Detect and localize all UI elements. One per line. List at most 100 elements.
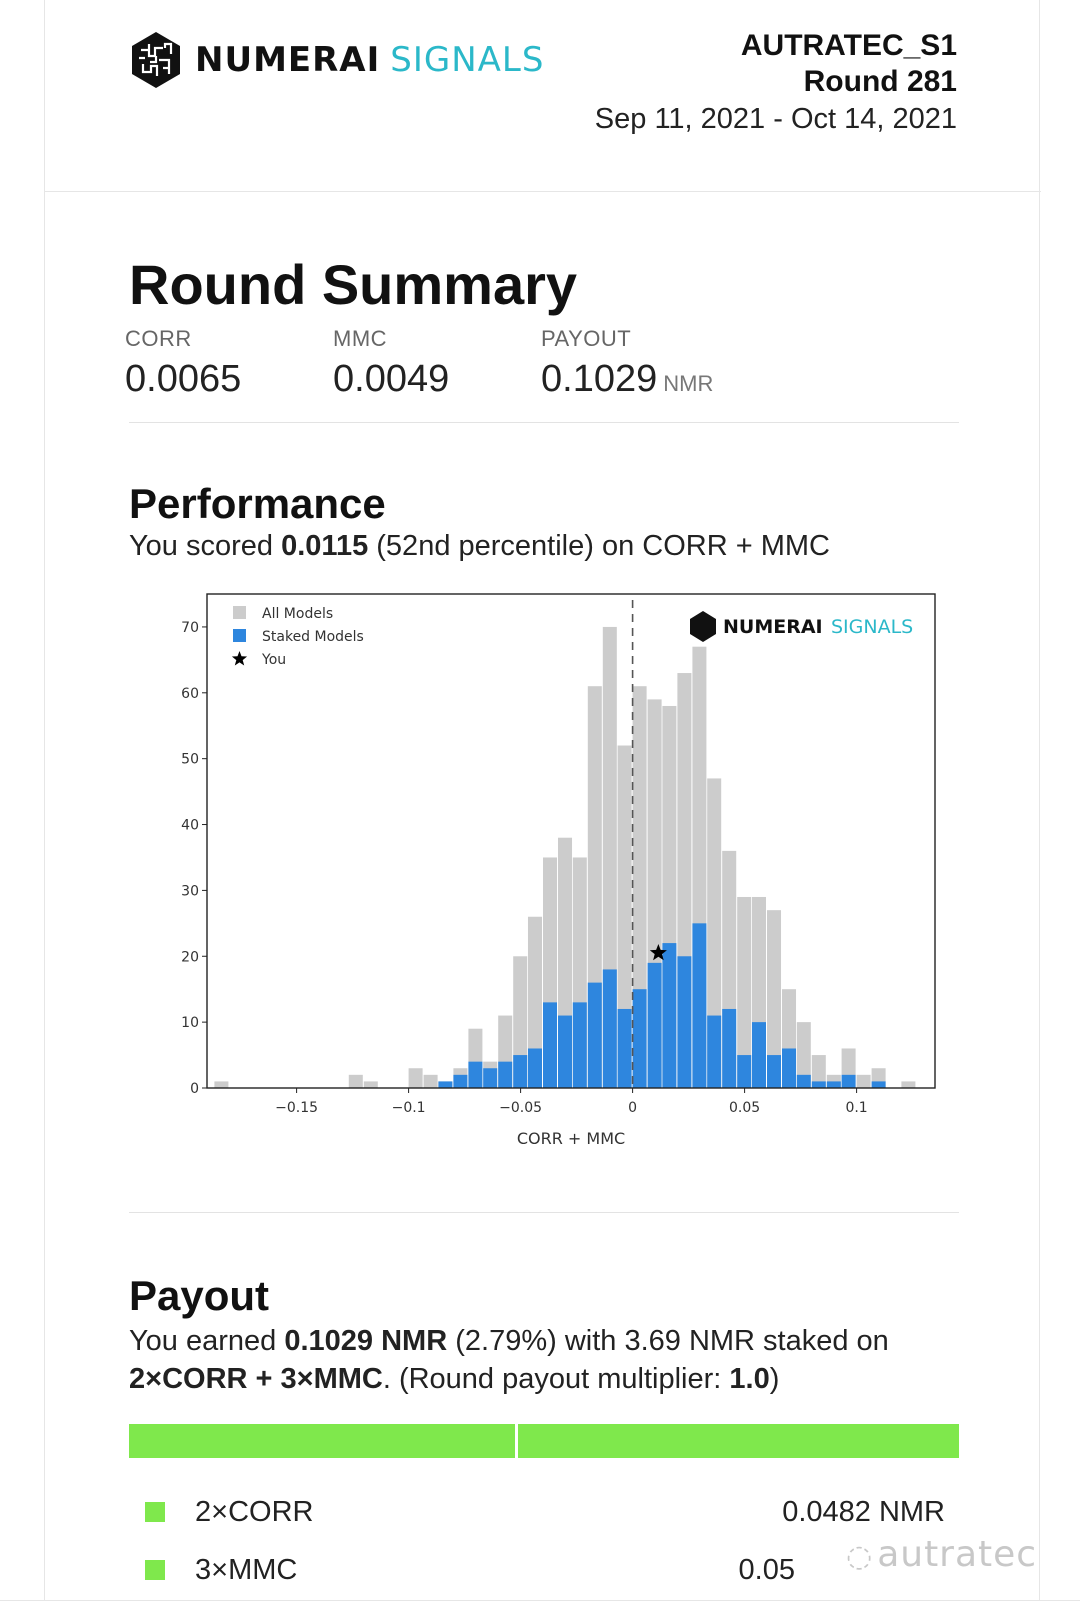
bar-staked-models xyxy=(841,1074,856,1088)
bar-staked-models xyxy=(587,982,602,1088)
payout-text-mid: (2.79%) with 3.69 NMR staked on xyxy=(447,1325,889,1357)
bar-all-models xyxy=(901,1081,916,1088)
bar-staked-models xyxy=(782,1048,797,1088)
bar-all-models xyxy=(632,686,647,1088)
payout-multiplier: 1.0 xyxy=(729,1363,770,1395)
y-tick-label: 40 xyxy=(181,818,199,834)
payout-amount: 0.1029 NMR xyxy=(284,1325,448,1357)
bar-staked-models xyxy=(737,1055,752,1088)
stat-unit: NMR xyxy=(663,371,714,396)
x-tick-label: 0 xyxy=(628,1100,637,1116)
bar-all-models xyxy=(796,1022,811,1088)
bar-staked-models xyxy=(602,969,617,1088)
y-tick-label: 0 xyxy=(190,1081,199,1097)
bar-all-models xyxy=(856,1074,871,1088)
bar-all-models xyxy=(363,1081,378,1088)
y-tick-label: 60 xyxy=(181,686,199,702)
logo-word-numerai: NUMERAI xyxy=(195,40,381,80)
bar-staked-models xyxy=(513,1055,528,1088)
stat-payout: PAYOUT 0.1029 NMR xyxy=(541,326,713,401)
bar-all-models xyxy=(527,916,542,1088)
bar-staked-models xyxy=(677,956,692,1088)
bar-staked-models xyxy=(543,1002,558,1088)
payout-breakdown-bar xyxy=(129,1424,959,1458)
bar-staked-models xyxy=(826,1081,841,1088)
x-tick-label: 0.05 xyxy=(729,1100,760,1116)
x-axis-label: CORR + MMC xyxy=(517,1129,625,1148)
payout-bar-mmc xyxy=(517,1424,959,1458)
watermark-word-numerai: NUMERAI xyxy=(723,616,823,638)
legend-swatch-staked-models xyxy=(233,629,246,642)
bar-staked-models xyxy=(692,923,707,1088)
legend-swatch-all-models xyxy=(233,606,246,619)
payout-bar-corr xyxy=(129,1424,515,1458)
legend-label: Staked Models xyxy=(262,629,364,645)
bar-staked-models xyxy=(558,1015,573,1088)
payout-text-pre: You earned xyxy=(129,1325,285,1357)
bar-all-models xyxy=(423,1074,438,1088)
bar-all-models xyxy=(707,778,722,1088)
bar-staked-models xyxy=(796,1074,811,1088)
bar-staked-models xyxy=(751,1022,766,1088)
performance-score: 0.0115 xyxy=(281,530,369,562)
bar-staked-models xyxy=(647,962,662,1088)
bar-staked-models xyxy=(498,1061,513,1088)
watermark-cube-icon xyxy=(690,611,716,642)
you-star-marker xyxy=(649,944,667,961)
x-tick-label: −0.1 xyxy=(392,1100,426,1116)
section-title-performance: Performance xyxy=(129,480,386,527)
divider xyxy=(129,1212,959,1213)
performance-text-pre: You scored xyxy=(129,530,282,562)
bar-staked-models xyxy=(811,1081,826,1088)
stat-mmc: MMC 0.0049 xyxy=(333,326,449,401)
payout-item-amount: 0.05 xyxy=(738,1553,795,1586)
y-tick-label: 20 xyxy=(181,949,199,965)
bar-staked-models xyxy=(662,943,677,1088)
payout-text-multiplier-label: . (Round payout multiplier: xyxy=(382,1363,730,1395)
x-tick-label: −0.15 xyxy=(275,1100,318,1116)
round-summary-card: NUMERAI SIGNALS AUTRATEC_S1 Round 281 Sep… xyxy=(44,0,1041,1600)
bar-all-models xyxy=(214,1081,229,1088)
bar-all-models xyxy=(348,1074,363,1088)
y-tick-label: 30 xyxy=(181,883,199,899)
legend-swatch xyxy=(145,1502,165,1522)
bar-staked-models xyxy=(617,1008,632,1088)
payout-item-mmc: 3×MMC 0.05 xyxy=(145,1550,945,1590)
stat-value: 0.0065 xyxy=(125,358,242,400)
bar-all-models xyxy=(513,956,528,1088)
payout-summary: You earned 0.1029 NMR (2.79%) with 3.69 … xyxy=(129,1322,979,1398)
bar-staked-models xyxy=(438,1081,453,1088)
stat-label: CORR xyxy=(125,326,192,351)
bar-staked-models xyxy=(527,1048,542,1088)
payout-item-amount: 0.0482 NMR xyxy=(782,1495,945,1528)
logo-word-signals: SIGNALS xyxy=(390,40,545,80)
bar-all-models xyxy=(811,1055,826,1088)
section-title-round-summary: Round Summary xyxy=(129,253,578,316)
y-tick-label: 70 xyxy=(181,620,199,636)
bar-staked-models xyxy=(483,1068,498,1088)
numerai-signals-logo: NUMERAI SIGNALS xyxy=(129,30,544,90)
bar-all-models xyxy=(737,896,752,1088)
payout-formula: 2×CORR + 3×MMC xyxy=(129,1363,383,1395)
watermark-word-signals: SIGNALS xyxy=(831,616,913,638)
legend-label: All Models xyxy=(262,606,333,622)
divider xyxy=(129,422,959,423)
stat-label: MMC xyxy=(333,326,388,351)
bar-staked-models xyxy=(572,1002,587,1088)
performance-summary: You scored 0.0115 (52nd percentile) on C… xyxy=(129,530,830,563)
y-tick-label: 50 xyxy=(181,752,199,768)
payout-item-corr: 2×CORR 0.0482 NMR xyxy=(145,1492,945,1532)
y-tick-label: 10 xyxy=(181,1015,199,1031)
bar-staked-models xyxy=(468,1061,483,1088)
payout-item-name: 2×CORR xyxy=(195,1495,314,1528)
x-tick-label: −0.05 xyxy=(499,1100,542,1116)
chat-bubble-icon: ◌ xyxy=(846,1539,874,1574)
payout-text-post: ) xyxy=(769,1363,780,1395)
payout-item-name: 3×MMC xyxy=(195,1553,298,1586)
legend-label: You xyxy=(261,652,286,668)
performance-histogram: 0 10 20 30 40 50 60 70 −0.15 −0.1 −0.05 0 0.05 0.1 COR… xyxy=(181,593,936,1148)
watermark: ◌ autratec xyxy=(846,1534,1037,1575)
performance-text-post: (52nd percentile) on CORR + MMC xyxy=(368,530,830,562)
numerai-cube-icon xyxy=(132,32,180,88)
bar-staked-models xyxy=(767,1055,782,1088)
